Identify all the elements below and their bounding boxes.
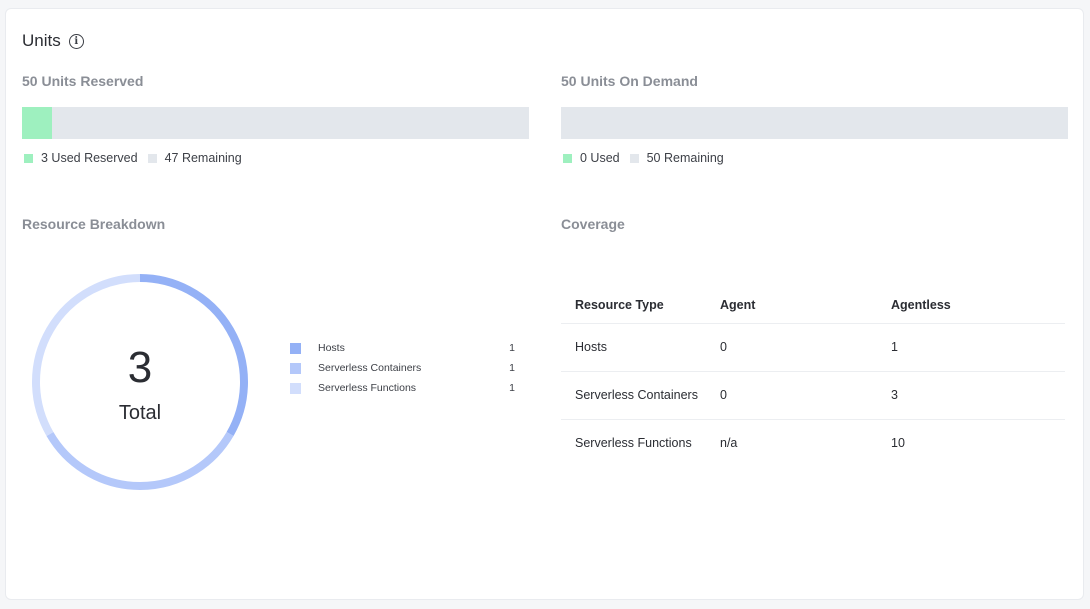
column-header[interactable]: Resource Type: [575, 297, 664, 312]
legend-row-hosts[interactable]: Hosts 1: [290, 338, 515, 358]
legend-name: Serverless Containers: [318, 362, 422, 374]
card-header: Units i: [22, 31, 84, 51]
legend-remaining-label: 50 Remaining: [646, 151, 724, 165]
legend-count: 1: [509, 362, 515, 374]
table-cell: 1: [877, 322, 1065, 371]
reserved-legend: 3 Used Reserved 47 Remaining: [24, 151, 252, 165]
legend-used-label: 0 Used: [580, 151, 620, 165]
donut-total-label: Total: [118, 401, 162, 424]
legend-row-serverless-functions[interactable]: Serverless Functions 1: [290, 378, 515, 398]
table-cell: 3: [877, 370, 1065, 419]
donut-slice-serverless-functions[interactable]: [32, 274, 141, 436]
legend-name: Hosts: [318, 342, 345, 354]
donut-slice-hosts[interactable]: [139, 274, 248, 436]
table-row: Hosts 0 1: [561, 322, 1065, 371]
legend-name: Serverless Functions: [318, 382, 417, 394]
resource-donut-chart: 3 Total: [29, 271, 251, 493]
info-icon[interactable]: i: [68, 34, 84, 49]
resource-breakdown-legend: Hosts 1 Serverless Containers 1 Serverle…: [290, 338, 515, 398]
remaining-swatch: [147, 153, 157, 163]
used-swatch: [563, 153, 572, 163]
legend-used-reserved: 3 Used Reserved: [24, 151, 138, 165]
on-demand-title: 50 Units On Demand: [561, 73, 698, 89]
column-header[interactable]: Agentless: [891, 297, 951, 312]
coverage-table: Resource Type Agent Agentless Hosts 0 1 …: [561, 287, 1065, 467]
card-title: Units: [22, 31, 61, 50]
legend-used: 0 Used: [563, 151, 620, 165]
reserved-usage-bar: [22, 107, 529, 139]
hosts-swatch: [290, 342, 301, 354]
legend-remaining-label: 47 Remaining: [164, 151, 242, 165]
table-cell: Serverless Functions: [561, 418, 706, 467]
donut-svg: [32, 274, 248, 490]
table-cell: 0: [706, 322, 877, 371]
containers-swatch: [290, 362, 301, 374]
table-cell: Serverless Containers: [561, 370, 706, 419]
used-swatch: [24, 153, 33, 163]
donut-slice-serverless-containers[interactable]: [46, 431, 234, 490]
column-header[interactable]: Agent: [720, 297, 756, 312]
table-cell: 0: [706, 370, 877, 419]
legend-remaining: 47 Remaining: [147, 151, 242, 165]
table-row: Serverless Functions n/a 10: [561, 418, 1065, 467]
legend-used-label: 3 Used Reserved: [41, 151, 138, 165]
donut-center: 3 Total: [29, 271, 251, 493]
table-row: Serverless Containers 0 3: [561, 370, 1065, 419]
reserved-usage-fill: [22, 107, 53, 139]
table-cell: Hosts: [561, 322, 706, 371]
table-cell: 10: [877, 418, 1065, 467]
resource-breakdown-title: Resource Breakdown: [22, 216, 166, 232]
legend-count: 1: [509, 342, 515, 354]
on-demand-legend: 0 Used 50 Remaining: [563, 151, 734, 165]
table-cell: n/a: [706, 418, 877, 467]
coverage-title: Coverage: [561, 216, 625, 232]
legend-count: 1: [509, 382, 515, 394]
donut-total-value: 3: [127, 342, 153, 392]
remaining-swatch: [629, 153, 639, 163]
reserved-title: 50 Units Reserved: [22, 73, 144, 89]
legend-remaining: 50 Remaining: [629, 151, 724, 165]
table-header-row: Resource Type Agent Agentless: [561, 287, 1065, 323]
on-demand-usage-bar: [561, 107, 1068, 139]
legend-row-serverless-containers[interactable]: Serverless Containers 1: [290, 358, 515, 378]
units-card: Units i 50 Units Reserved 3 Used Reserve…: [5, 8, 1084, 600]
functions-swatch: [290, 382, 301, 394]
